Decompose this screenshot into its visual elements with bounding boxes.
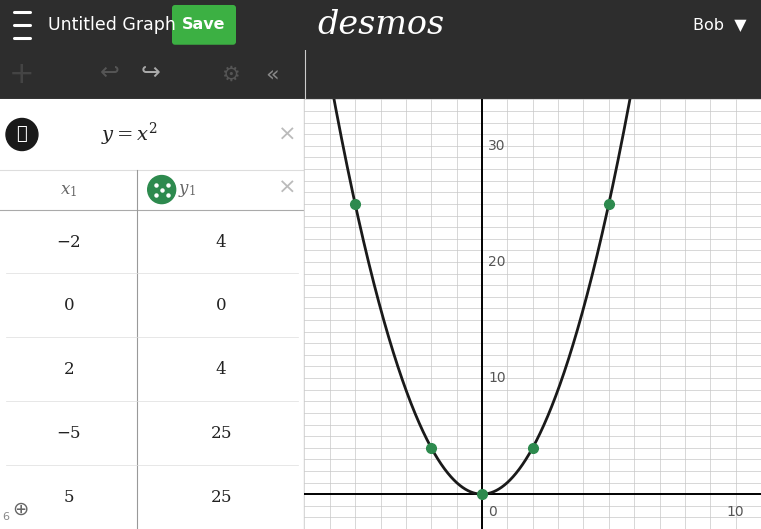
Text: «: « xyxy=(265,65,279,85)
Text: ×: × xyxy=(278,124,297,144)
Text: $x_1$: $x_1$ xyxy=(60,180,77,198)
Text: $y = x^{2}$: $y = x^{2}$ xyxy=(101,121,158,148)
Text: ×: × xyxy=(278,178,297,197)
Text: 20: 20 xyxy=(489,255,506,269)
Text: Bob  ▼: Bob ▼ xyxy=(693,17,747,32)
Text: $25$: $25$ xyxy=(209,424,231,442)
Text: 𝓝: 𝓝 xyxy=(17,125,27,143)
Text: 10: 10 xyxy=(489,371,506,385)
Text: $2$: $2$ xyxy=(63,360,74,378)
Text: $-5$: $-5$ xyxy=(56,424,81,442)
Text: $4$: $4$ xyxy=(215,233,227,251)
Bar xyxy=(0,99,304,169)
Text: 10: 10 xyxy=(727,505,744,518)
Bar xyxy=(0,169,304,529)
Text: $4$: $4$ xyxy=(215,360,227,378)
Text: ↪: ↪ xyxy=(140,61,160,85)
Text: $0$: $0$ xyxy=(215,296,226,314)
FancyBboxPatch shape xyxy=(172,5,236,45)
Text: 30: 30 xyxy=(489,139,506,153)
Text: +: + xyxy=(9,60,35,89)
Text: $-2$: $-2$ xyxy=(56,233,81,251)
Text: desmos: desmos xyxy=(317,9,444,41)
Text: ⚙: ⚙ xyxy=(221,65,240,85)
Circle shape xyxy=(6,118,38,151)
Text: ↩: ↩ xyxy=(100,61,120,85)
Text: ⊕: ⊕ xyxy=(11,499,28,518)
Text: 6: 6 xyxy=(2,512,9,522)
Text: 0: 0 xyxy=(489,505,497,518)
Text: $y_1$: $y_1$ xyxy=(178,180,196,198)
Text: $25$: $25$ xyxy=(209,488,231,506)
Text: $0$: $0$ xyxy=(62,296,74,314)
Text: $5$: $5$ xyxy=(62,488,74,506)
Circle shape xyxy=(148,176,176,204)
Text: Untitled Graph: Untitled Graph xyxy=(48,16,176,34)
Text: Save: Save xyxy=(182,17,226,32)
